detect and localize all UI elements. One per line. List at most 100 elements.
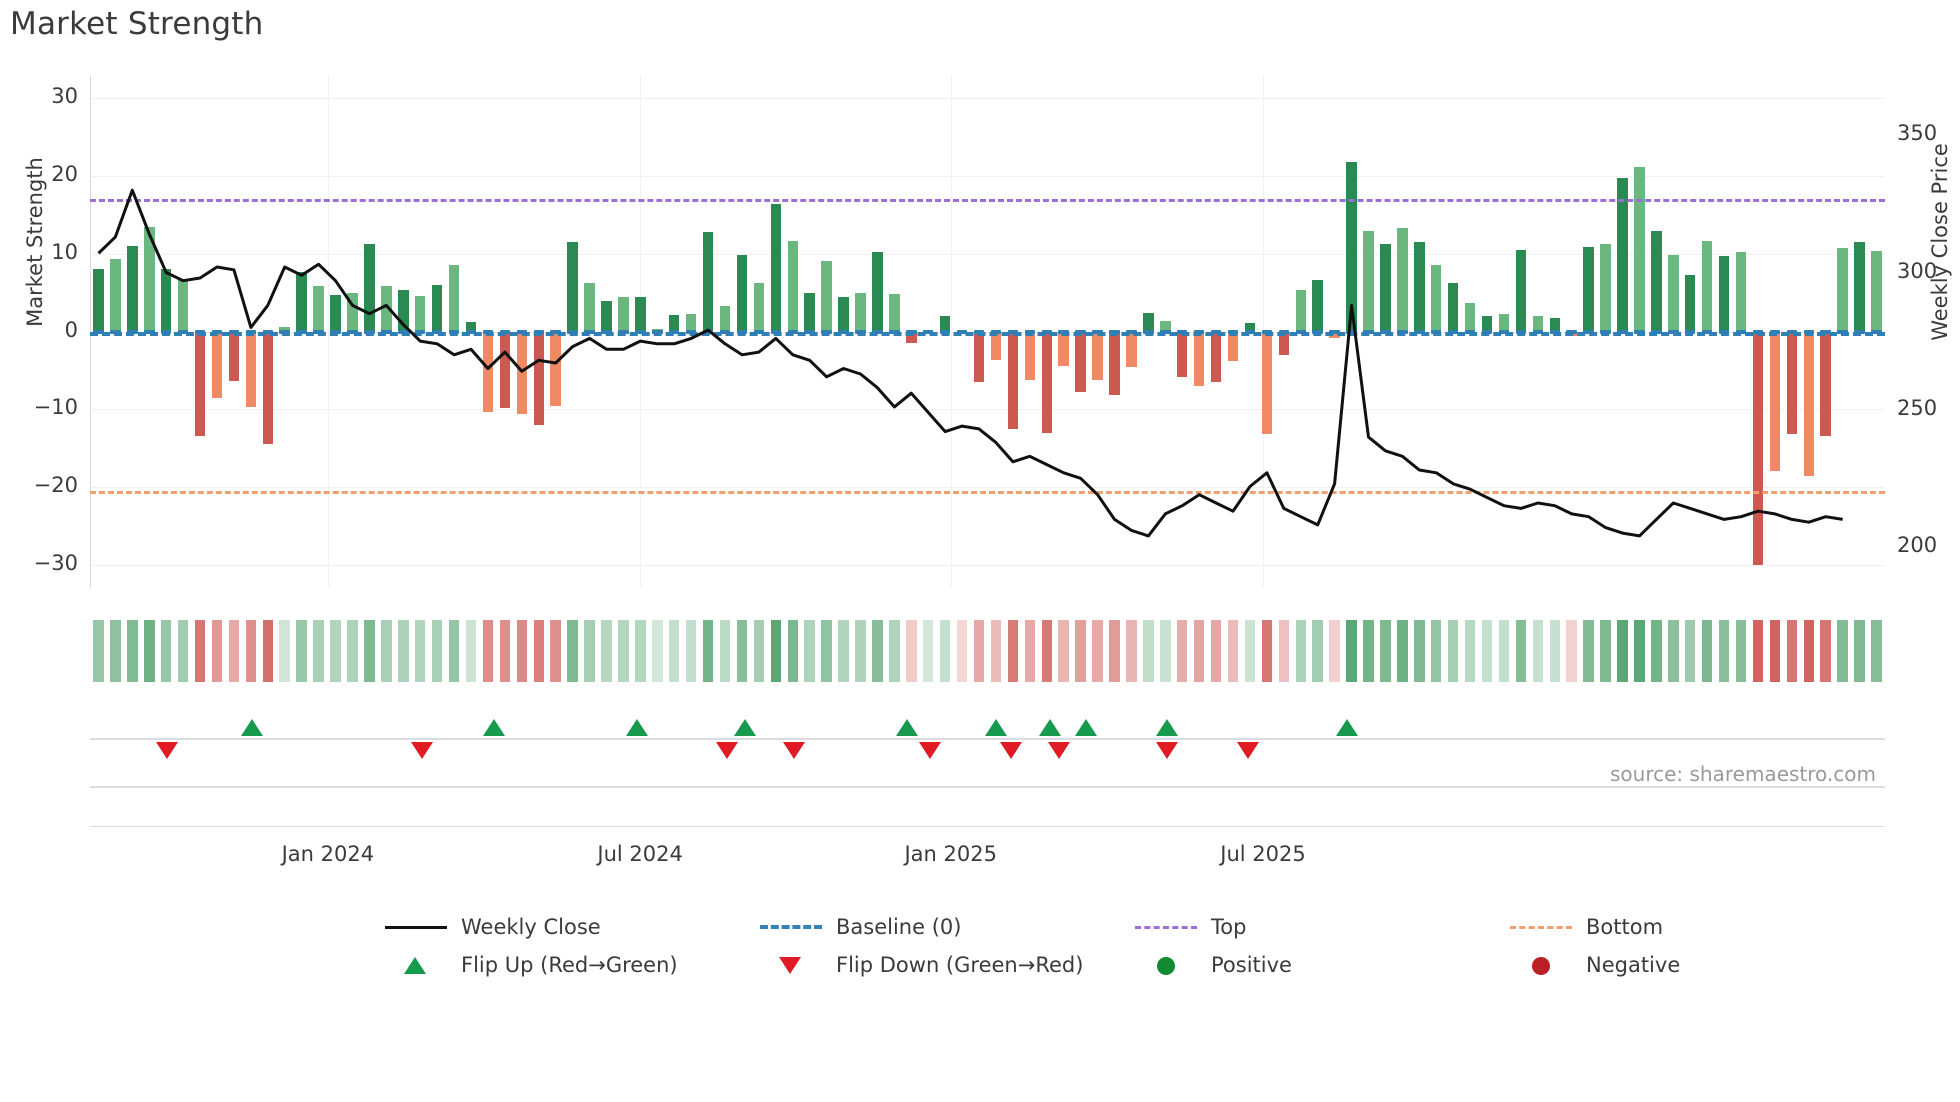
legend-row-2: Flip Up (Red→Green) Flip Down (Green→Red)… xyxy=(0,953,1700,991)
heatmap-cell xyxy=(1617,620,1628,682)
strength-bar xyxy=(296,271,307,332)
strength-bar xyxy=(1786,331,1798,435)
strength-bar xyxy=(482,331,494,412)
heatmap-cell xyxy=(1295,620,1306,682)
strength-bar xyxy=(1397,228,1408,332)
strength-bar xyxy=(821,260,832,332)
y-gridline xyxy=(90,409,1885,411)
strength-bar xyxy=(685,314,697,332)
heatmap-cell xyxy=(922,620,934,682)
strength-bar xyxy=(1244,322,1256,332)
heatmap-cell xyxy=(1752,620,1764,682)
strength-bar xyxy=(1464,302,1476,332)
legend-item[interactable]: Weekly Close xyxy=(385,915,601,939)
dashed-purple-line-swatch xyxy=(1135,917,1197,937)
strength-bar xyxy=(1007,331,1019,429)
strength-bar xyxy=(702,232,714,332)
strength-bar xyxy=(160,269,172,332)
strength-bar xyxy=(618,297,629,332)
flip-up-marker-icon xyxy=(626,719,649,736)
strength-bar xyxy=(1447,282,1459,332)
heatmap-cell xyxy=(1735,620,1747,682)
heatmap-cell xyxy=(211,620,223,682)
legend-label: Top xyxy=(1211,915,1247,939)
heatmap-cell xyxy=(1312,620,1323,682)
legend-item[interactable]: Flip Up (Red→Green) xyxy=(385,953,678,977)
heatmap-cell xyxy=(177,620,189,682)
strength-bar xyxy=(398,290,409,332)
heatmap-cell xyxy=(1397,620,1408,682)
heatmap-cell xyxy=(601,620,612,682)
strength-bar xyxy=(1041,331,1052,433)
flip-up-marker-icon xyxy=(482,719,505,736)
heatmap-cell xyxy=(228,620,240,682)
heatmap-cell xyxy=(533,620,544,682)
heatmap-cell xyxy=(719,620,731,682)
heatmap-cell xyxy=(1414,620,1425,682)
legend-item[interactable]: Negative xyxy=(1510,953,1680,977)
strength-bar xyxy=(736,254,748,332)
reference-line-bottom xyxy=(90,490,1885,494)
strength-bar xyxy=(770,204,782,332)
heatmap-cell xyxy=(431,620,443,682)
x-tick-label: Jul 2024 xyxy=(597,842,683,866)
y-tick-left: 10 xyxy=(51,239,78,264)
strength-bar xyxy=(364,243,375,332)
heatmap-cell xyxy=(347,620,358,682)
heatmap-cell xyxy=(668,620,680,682)
strength-bar xyxy=(855,293,866,332)
heatmap-cell xyxy=(1566,620,1577,682)
legend-item[interactable]: Flip Down (Green→Red) xyxy=(760,953,1083,977)
strength-bar xyxy=(1176,331,1188,377)
legend-item[interactable]: Top xyxy=(1135,915,1246,939)
heatmap-cell xyxy=(1871,620,1882,682)
heatmap-cell xyxy=(567,620,578,682)
strength-bar xyxy=(1515,249,1527,332)
heatmap-cell xyxy=(1447,620,1459,682)
strength-bar xyxy=(110,259,121,332)
weekly-close-line xyxy=(97,188,1843,538)
flip-down-marker-icon xyxy=(156,742,179,759)
strength-bar xyxy=(668,315,680,332)
heatmap-cell xyxy=(1380,620,1391,682)
heatmap-cell xyxy=(1498,620,1510,682)
heatmap-cell xyxy=(685,620,697,682)
heatmap-cell xyxy=(1481,620,1493,682)
heatmap-cell xyxy=(1092,620,1103,682)
strength-bar xyxy=(804,292,815,332)
heatmap-cell xyxy=(1532,620,1544,682)
heatmap-cell xyxy=(1431,620,1442,682)
strength-bar xyxy=(1820,331,1831,436)
strength-bar xyxy=(448,265,460,332)
heatmap-cell xyxy=(753,620,765,682)
heatmap-cell xyxy=(127,620,138,682)
main-plot-area xyxy=(90,75,1885,588)
strength-bar xyxy=(1295,290,1306,332)
heatmap-cell xyxy=(990,620,1002,682)
heatmap-cell xyxy=(1244,620,1256,682)
heatmap-cell xyxy=(787,620,798,682)
strength-bar xyxy=(787,241,798,332)
legend-item[interactable]: Baseline (0) xyxy=(760,915,961,939)
chart-legend: Weekly Close Baseline (0) Top Bottom Flip U… xyxy=(0,915,1700,991)
heatmap-cell xyxy=(821,620,832,682)
solid-line-swatch xyxy=(385,917,447,937)
heatmap-cell xyxy=(1515,620,1527,682)
heatmap-cell xyxy=(702,620,714,682)
legend-item[interactable]: Bottom xyxy=(1510,915,1663,939)
heatmap-cell xyxy=(1634,620,1645,682)
flip-down-marker-icon xyxy=(1048,742,1071,759)
legend-item[interactable]: Positive xyxy=(1135,953,1292,977)
green-dot-icon xyxy=(1135,955,1197,975)
strength-bar xyxy=(1532,315,1544,332)
strength-bar xyxy=(177,278,189,332)
y-tick-left: 20 xyxy=(51,162,78,187)
strength-bar xyxy=(228,331,240,382)
heatmap-cell xyxy=(1803,620,1815,682)
heatmap-cell xyxy=(1210,620,1222,682)
strength-bar xyxy=(1160,320,1171,332)
heatmap-cell xyxy=(1600,620,1611,682)
x-tick-label: Jan 2025 xyxy=(904,842,997,866)
strength-bar xyxy=(567,242,578,332)
strength-bar xyxy=(499,331,511,409)
